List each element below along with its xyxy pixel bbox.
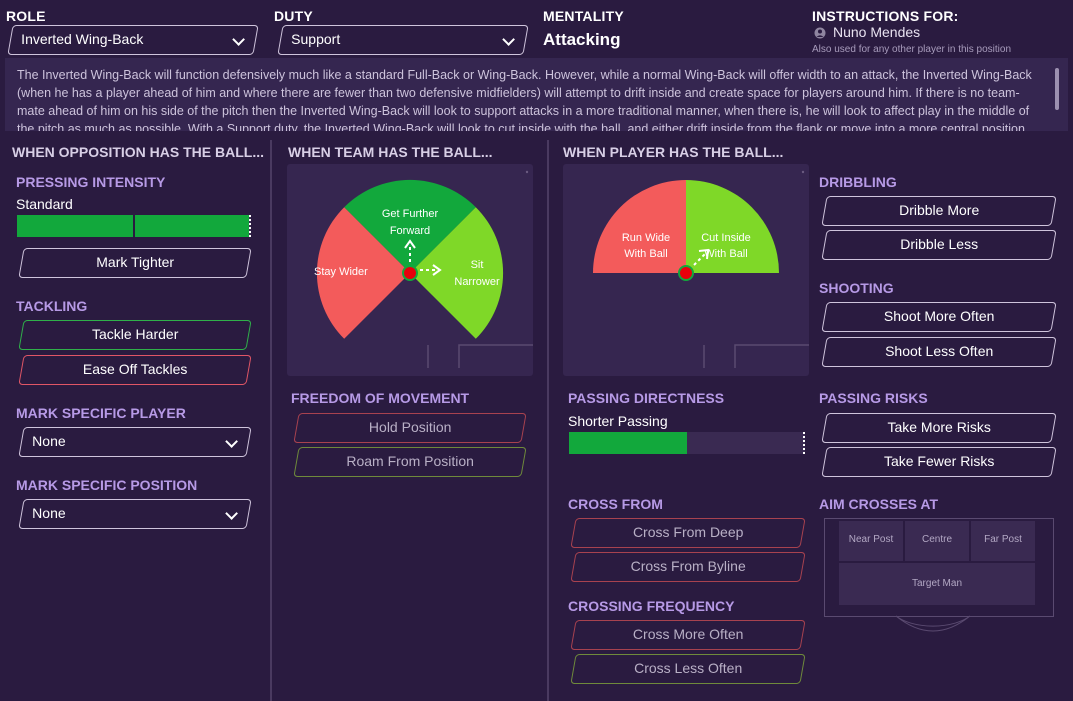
centre-zone[interactable]	[905, 521, 969, 561]
also-used-note: Also used for any other player in this p…	[812, 44, 1011, 55]
cut-inside-zone	[686, 180, 779, 273]
near-post-label: Near Post	[848, 534, 894, 545]
slider-end-marker	[248, 215, 251, 237]
take-more-risks-button[interactable]: Take More Risks	[821, 413, 1057, 443]
pressing-intensity-slider[interactable]	[17, 215, 251, 237]
target-man-zone[interactable]	[839, 563, 1035, 605]
mark-position-label: MARK SPECIFIC POSITION	[16, 477, 198, 493]
sit-narrower-label: Sit Narrower	[454, 259, 500, 288]
mark-player-dropdown[interactable]: None	[18, 427, 252, 457]
passing-directness-label: PASSING DIRECTNESS	[568, 390, 725, 406]
run-wide-label: Run Wide With Ball	[621, 232, 671, 260]
role-description: The Inverted Wing-Back will function def…	[17, 68, 1032, 131]
get-further-label: Get Further Forward	[381, 208, 439, 237]
sit-narrower-zone	[410, 207, 504, 339]
dribble-less-button[interactable]: Dribble Less	[821, 230, 1057, 260]
take-fewer-risks-button[interactable]: Take Fewer Risks	[821, 447, 1057, 477]
team-heading: WHEN TEAM HAS THE BALL...	[288, 144, 493, 160]
team-movement-pitch[interactable]: Get Further Forward Stay Wider Sit Narrowe…	[287, 164, 533, 376]
dribble-more-button[interactable]: Dribble More	[821, 196, 1057, 226]
mentality-label: MENTALITY	[543, 8, 624, 24]
slider-end-marker	[802, 432, 805, 454]
description-scrollbar[interactable]	[1055, 68, 1059, 110]
chevron-down-icon	[232, 33, 245, 46]
cross-from-byline-button[interactable]: Cross From Byline	[570, 552, 806, 582]
column-divider	[547, 140, 549, 701]
centre-label: Centre	[921, 534, 952, 545]
instructions-label: INSTRUCTIONS FOR:	[812, 8, 959, 24]
role-description-panel: The Inverted Wing-Back will function def…	[5, 58, 1068, 131]
cross-less-often-button[interactable]: Cross Less Often	[570, 654, 806, 684]
ease-off-tackles-button[interactable]: Ease Off Tackles	[18, 355, 252, 385]
player-heading: WHEN PLAYER HAS THE BALL...	[563, 144, 784, 160]
aim-crosses-pitch: Near Post Centre Far Post Target Man	[824, 518, 1054, 640]
player-position-marker	[678, 265, 694, 281]
opposition-heading: WHEN OPPOSITION HAS THE BALL...	[12, 144, 265, 160]
cross-from-label: CROSS FROM	[568, 496, 663, 512]
stay-wider-label: Stay Wider	[314, 266, 368, 278]
pressing-fill	[17, 215, 249, 237]
shooting-label: SHOOTING	[819, 280, 894, 296]
hold-position-button[interactable]: Hold Position	[293, 413, 527, 443]
duty-label: DUTY	[274, 8, 313, 24]
crossing-frequency-label: CROSSING FREQUENCY	[568, 598, 735, 614]
stay-wider-zone	[316, 207, 410, 339]
chevron-down-icon	[502, 33, 515, 46]
person-icon	[814, 26, 826, 39]
tackle-harder-button[interactable]: Tackle Harder	[18, 320, 252, 350]
dribbling-label: DRIBBLING	[819, 174, 897, 190]
roam-from-position-button[interactable]: Roam From Position	[293, 447, 527, 477]
passing-directness-slider[interactable]	[569, 432, 805, 454]
passing-fill	[569, 432, 687, 454]
mark-position-value: None	[32, 505, 66, 521]
far-post-zone[interactable]	[971, 521, 1035, 561]
mark-tighter-button[interactable]: Mark Tighter	[18, 248, 252, 278]
mark-player-label: MARK SPECIFIC PLAYER	[16, 405, 186, 421]
aim-crosses-label: AIM CROSSES AT	[819, 496, 939, 512]
role-label: ROLE	[6, 8, 46, 24]
target-man-label: Target Man	[911, 578, 963, 589]
passing-risks-label: PASSING RISKS	[819, 390, 928, 406]
mark-player-value: None	[32, 433, 66, 449]
pressing-value: Standard	[16, 196, 73, 212]
cut-inside-label: Cut Inside With Ball	[701, 232, 751, 260]
far-post-label: Far Post	[984, 534, 1022, 545]
chevron-down-icon	[225, 435, 238, 448]
player-name[interactable]: Nuno Mendes	[833, 24, 921, 40]
get-further-forward-zone	[344, 179, 476, 273]
mentality-value: Attacking	[543, 30, 621, 49]
tackling-label: TACKLING	[16, 298, 88, 314]
duty-value: Support	[291, 31, 341, 47]
shoot-less-often-button[interactable]: Shoot Less Often	[821, 337, 1057, 367]
near-post-zone[interactable]	[839, 521, 903, 561]
mark-position-dropdown[interactable]: None	[18, 499, 252, 529]
pressing-label: PRESSING INTENSITY	[16, 174, 166, 190]
player-position-marker	[402, 265, 418, 281]
cross-more-often-button[interactable]: Cross More Often	[570, 620, 806, 650]
run-wide-zone	[593, 180, 686, 273]
role-dropdown[interactable]: Inverted Wing-Back	[7, 25, 259, 55]
shoot-more-often-button[interactable]: Shoot More Often	[821, 302, 1057, 332]
duty-dropdown[interactable]: Support	[277, 25, 529, 55]
freedom-label: FREEDOM OF MOVEMENT	[291, 390, 470, 406]
role-value: Inverted Wing-Back	[21, 31, 144, 47]
passing-directness-value: Shorter Passing	[568, 413, 668, 429]
cross-from-deep-button[interactable]: Cross From Deep	[570, 518, 806, 548]
column-divider	[270, 140, 272, 701]
chevron-down-icon	[225, 507, 238, 520]
player-movement-pitch[interactable]: Run Wide With Ball Cut Inside With Ball	[563, 164, 809, 376]
